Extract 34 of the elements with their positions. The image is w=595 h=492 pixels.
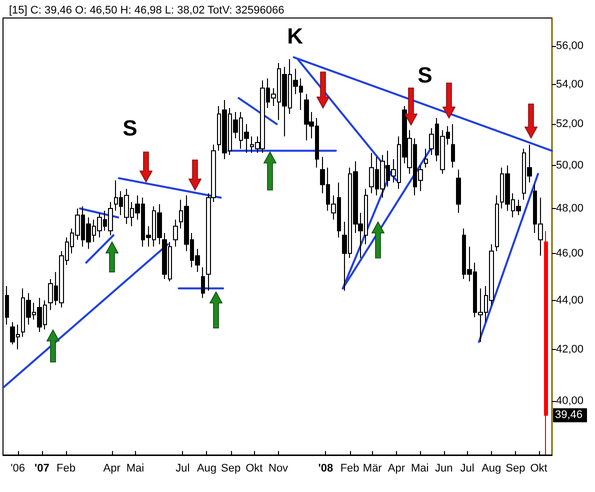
- x-tick-label: Apr: [103, 462, 121, 474]
- x-tick-label: Jul: [460, 462, 474, 474]
- chart-title: [15] C: 39,46 O: 46,50 H: 46,98 L: 38,02 TotV: 32596066: [9, 4, 284, 16]
- x-tick-label: Feb: [340, 462, 360, 474]
- y-tick-label: 46,00: [556, 247, 584, 260]
- x-tick-label: Sep: [506, 462, 526, 474]
- annotation: S: [418, 62, 432, 88]
- x-tick-label: Okt: [246, 462, 263, 474]
- x-tick-label: Mär: [362, 462, 382, 474]
- y-tick-label: 54,00: [556, 78, 584, 90]
- x-tick-label: Aug: [482, 462, 502, 474]
- x-tick-label: Apr: [388, 462, 406, 474]
- y-tick-label: 44,00: [556, 294, 584, 306]
- x-tick-label: Jul: [176, 462, 190, 474]
- x-tick-label: Sep: [221, 462, 241, 474]
- y-tick-label: 48,00: [556, 202, 584, 215]
- y-tick-label: 56,00: [556, 40, 584, 52]
- x-tick-label: '08: [318, 462, 334, 474]
- x-tick-label: Aug: [196, 462, 217, 474]
- annotation: S: [122, 116, 138, 140]
- y-tick-label: 40,00: [556, 394, 584, 407]
- x-tick-label: Mai: [410, 462, 429, 474]
- annotation: K: [287, 24, 304, 48]
- y-tick-label: 50,00: [556, 159, 584, 172]
- y-tick-label: 42,00: [556, 343, 584, 356]
- y-tick-label: 52,00: [556, 118, 584, 130]
- x-tick-label: '06: [10, 462, 25, 474]
- x-tick-label: Feb: [56, 462, 76, 474]
- x-tick-label: Nov: [268, 462, 289, 474]
- x-tick-label: '07: [34, 462, 50, 474]
- x-tick-label: Mai: [126, 462, 144, 474]
- x-tick-label: Jun: [435, 462, 453, 474]
- x-tick-label: Okt: [530, 462, 548, 474]
- annotation: 39,46: [555, 409, 583, 422]
